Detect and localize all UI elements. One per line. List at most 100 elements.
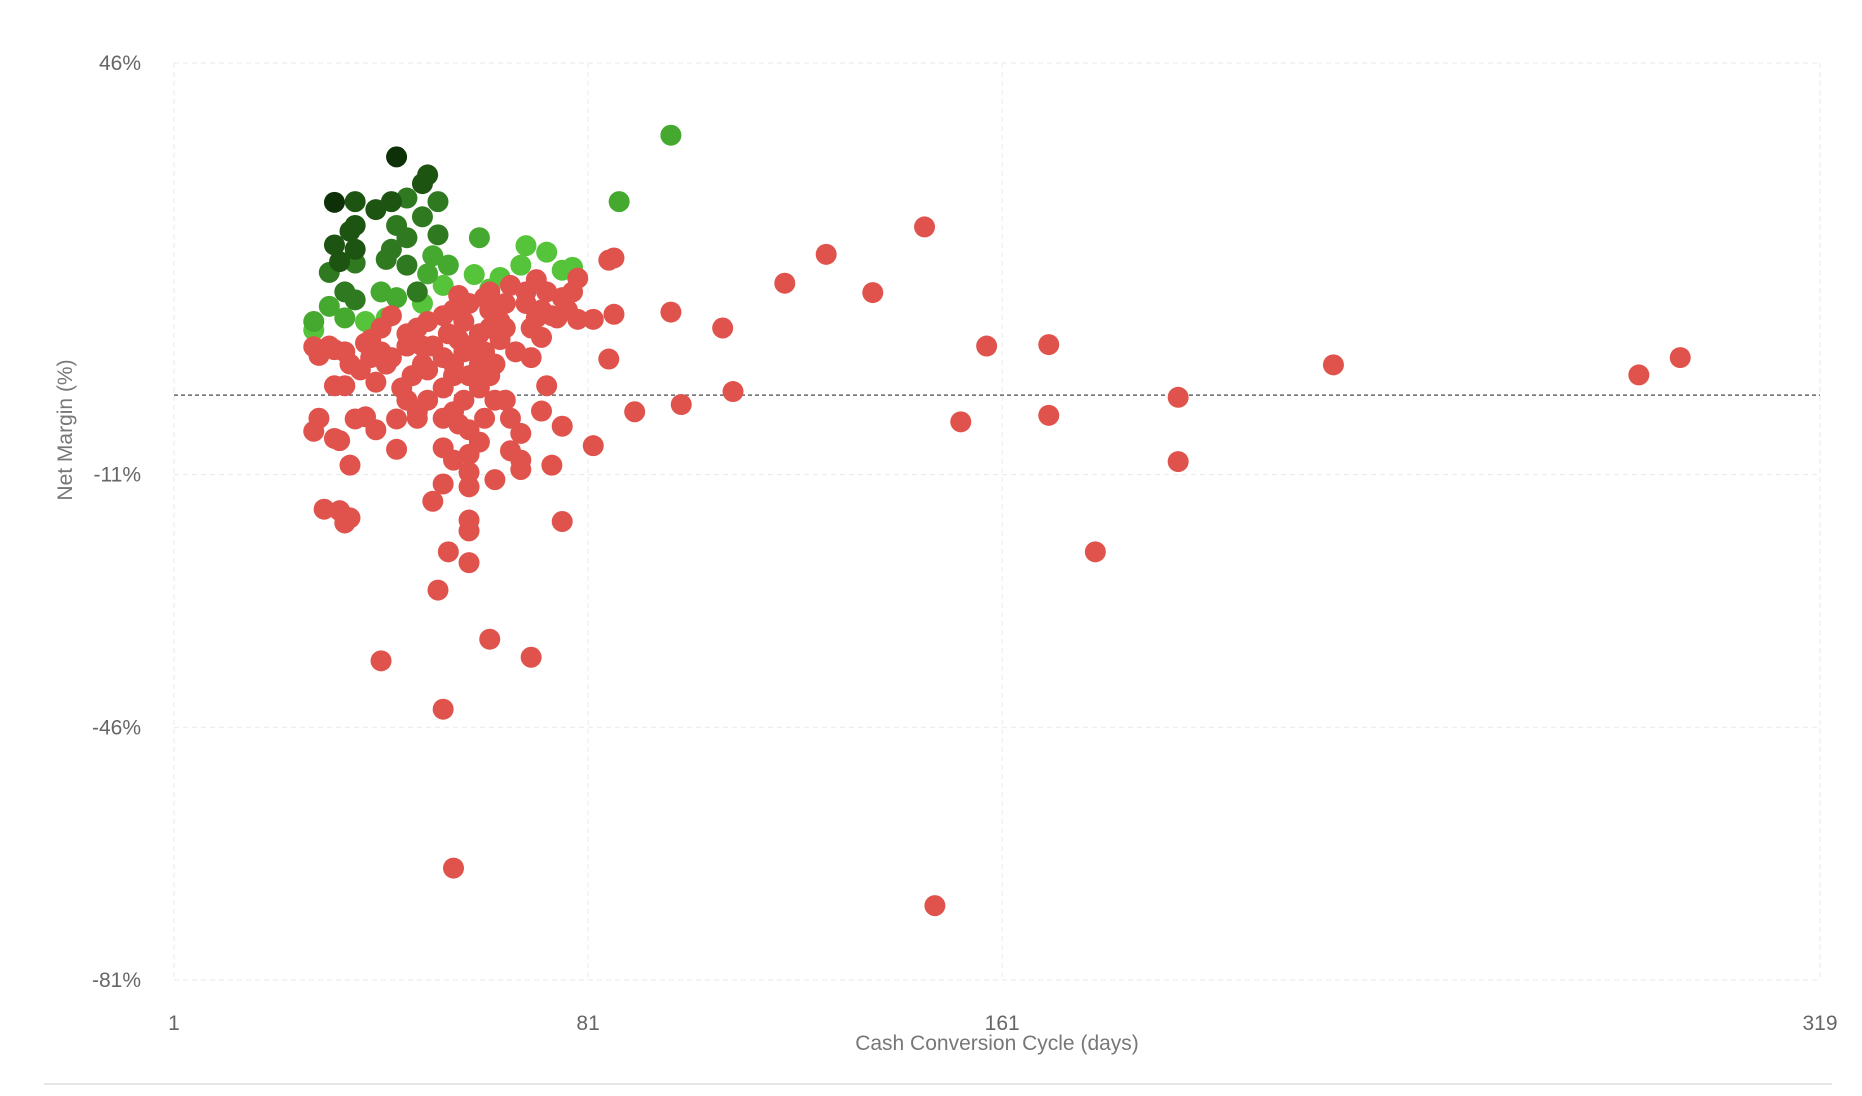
data-point: [422, 490, 444, 512]
data-point: [582, 435, 604, 457]
x-axis-label: Cash Conversion Cycle (days): [855, 1032, 1139, 1055]
data-point: [334, 375, 356, 397]
data-point: [468, 431, 490, 453]
data-point: [422, 245, 444, 267]
data-point: [474, 407, 496, 429]
data-point: [458, 335, 480, 357]
data-point: [329, 251, 351, 273]
data-point: [562, 281, 584, 303]
data-point: [862, 282, 884, 304]
data-point: [458, 461, 480, 483]
data-point: [536, 375, 558, 397]
data-point: [458, 365, 480, 387]
data-point: [443, 857, 465, 879]
data-point: [1322, 354, 1344, 376]
data-point: [1038, 334, 1060, 356]
data-point: [386, 287, 408, 309]
data-point: [386, 146, 408, 168]
data-point: [603, 303, 625, 325]
data-point: [551, 511, 573, 532]
data-point: [520, 317, 542, 339]
data-point: [479, 281, 501, 303]
data-point: [437, 541, 459, 563]
data-point: [608, 191, 630, 213]
data-point: [344, 238, 366, 260]
data-point: [417, 359, 439, 381]
data-point: [443, 365, 465, 387]
data-point: [344, 289, 366, 311]
data-point: [541, 454, 563, 476]
data-point: [463, 264, 485, 286]
data-point: [308, 407, 330, 429]
data-point: [437, 254, 459, 276]
data-point: [411, 206, 433, 228]
y-tick-label: 46%: [99, 52, 141, 75]
data-point: [329, 430, 351, 452]
x-tick-label: 1: [168, 1012, 180, 1035]
data-point: [494, 389, 516, 411]
data-point: [484, 469, 506, 491]
data-point: [375, 248, 397, 270]
data-point: [396, 323, 418, 345]
data-point: [1167, 451, 1189, 473]
data-point: [1167, 386, 1189, 408]
data-point: [976, 335, 998, 357]
data-point: [339, 353, 361, 375]
y-axis-label: Net Margin (%): [54, 359, 77, 500]
data-point: [1084, 541, 1106, 563]
data-point: [494, 292, 516, 314]
data-point: [536, 241, 558, 263]
data-point: [499, 407, 521, 429]
data-point: [1038, 404, 1060, 426]
y-tick-label: -46%: [92, 716, 141, 739]
data-point: [924, 895, 946, 917]
data-point: [582, 308, 604, 330]
data-point: [598, 348, 620, 370]
x-axis-ticks: 1 81 161 319: [168, 1012, 1837, 1035]
data-point: [515, 235, 537, 257]
data-point: [520, 347, 542, 369]
data-point: [624, 401, 646, 423]
data-point: [427, 224, 449, 246]
data-point: [370, 317, 392, 339]
data-point: [365, 371, 387, 393]
data-point: [1669, 347, 1691, 369]
data-point: [722, 381, 744, 403]
data-point: [380, 191, 402, 213]
data-point: [432, 274, 454, 296]
data-point: [386, 408, 408, 430]
data-point: [510, 254, 532, 276]
data-point: [458, 509, 480, 531]
data-point: [950, 411, 972, 433]
data-point: [484, 353, 506, 375]
data-point: [603, 247, 625, 269]
data-point: [334, 307, 356, 329]
data-point: [411, 173, 433, 195]
data-point: [510, 422, 532, 444]
data-point: [556, 299, 578, 321]
data-point: [360, 347, 382, 369]
data-point: [1628, 364, 1650, 386]
data-point: [365, 199, 387, 221]
y-axis-ticks: 46% -11% -46% -81%: [92, 52, 141, 992]
data-point: [427, 191, 449, 213]
data-point: [551, 415, 573, 437]
data-point: [396, 227, 418, 249]
data-point: [432, 698, 454, 720]
data-point: [458, 476, 480, 498]
data-point: [417, 263, 439, 285]
data-point: [453, 310, 475, 332]
data-point: [344, 191, 366, 213]
data-point: [339, 454, 361, 476]
data-point: [774, 272, 796, 294]
y-tick-label: -11%: [94, 464, 141, 487]
data-point: [479, 628, 501, 650]
data-point: [520, 646, 542, 668]
data-point: [303, 310, 325, 332]
x-tick-label: 161: [985, 1012, 1020, 1035]
grid: [173, 62, 1821, 981]
data-point: [660, 301, 682, 323]
data-point: [427, 579, 449, 601]
y-tick-label: -81%: [92, 969, 141, 992]
